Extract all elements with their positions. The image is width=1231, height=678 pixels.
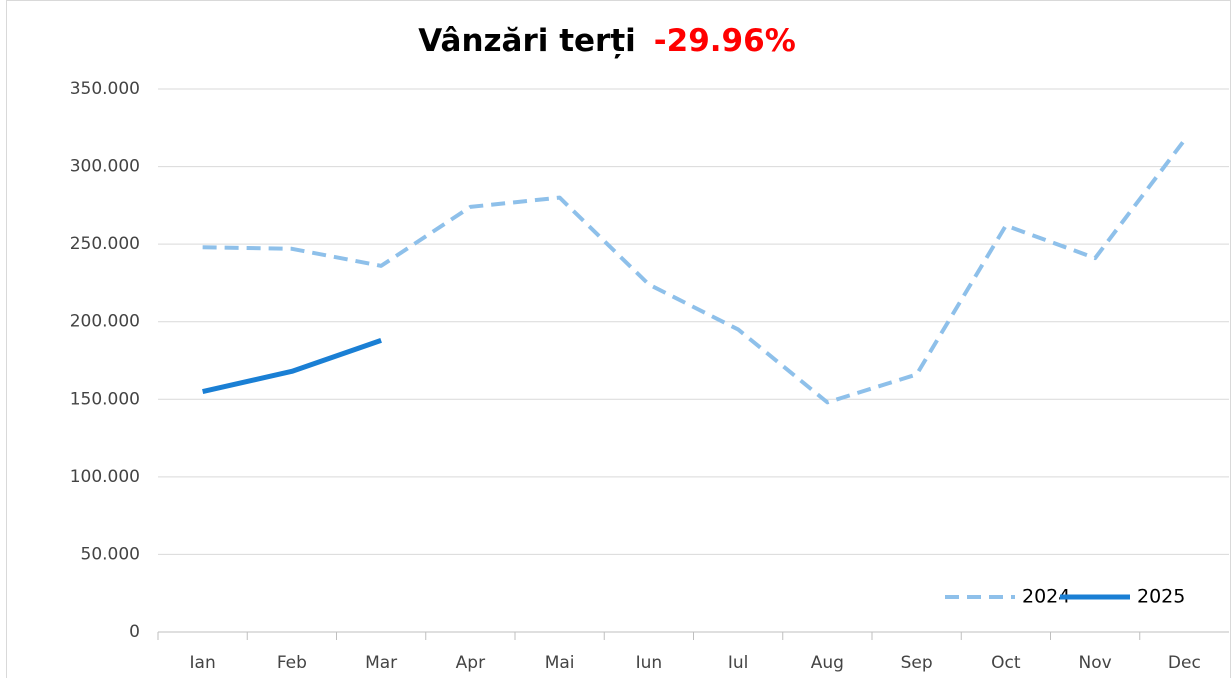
y-tick-label: 150.000	[70, 389, 140, 409]
y-tick-label: 350.000	[70, 79, 140, 99]
x-tick-label: Mar	[365, 653, 397, 673]
x-tick-label: Iun	[636, 653, 663, 673]
y-tick-label: 50.000	[81, 544, 140, 564]
x-tick-label: Nov	[1079, 653, 1112, 673]
title-change: -29.96%	[654, 23, 796, 59]
x-tick-label: Dec	[1168, 653, 1201, 673]
x-tick-label: Aug	[811, 653, 844, 673]
y-tick-label: 250.000	[70, 234, 140, 254]
legend-label: 2025	[1137, 586, 1185, 608]
y-tick-label: 300.000	[70, 157, 140, 177]
x-tick-label: Mai	[545, 653, 575, 673]
chart-frame	[6, 0, 1231, 678]
x-tick-label: Sep	[901, 653, 933, 673]
x-tick-label: Ian	[190, 653, 216, 673]
x-tick-label: Apr	[456, 653, 485, 673]
chart-title-group: Vânzări terți -29.96%	[418, 23, 796, 59]
series-line	[202, 138, 1186, 405]
x-tick-label: Oct	[991, 653, 1021, 673]
y-tick-label: 100.000	[70, 467, 140, 487]
series-line	[202, 337, 382, 394]
legend-label: 2024	[1022, 586, 1070, 608]
chart-title: Vânzări terți	[418, 23, 636, 59]
x-tick-label: Iul	[728, 653, 749, 673]
y-tick-label: 0	[129, 622, 140, 642]
x-tick-label: Feb	[277, 653, 307, 673]
y-tick-label: 200.000	[70, 312, 140, 332]
